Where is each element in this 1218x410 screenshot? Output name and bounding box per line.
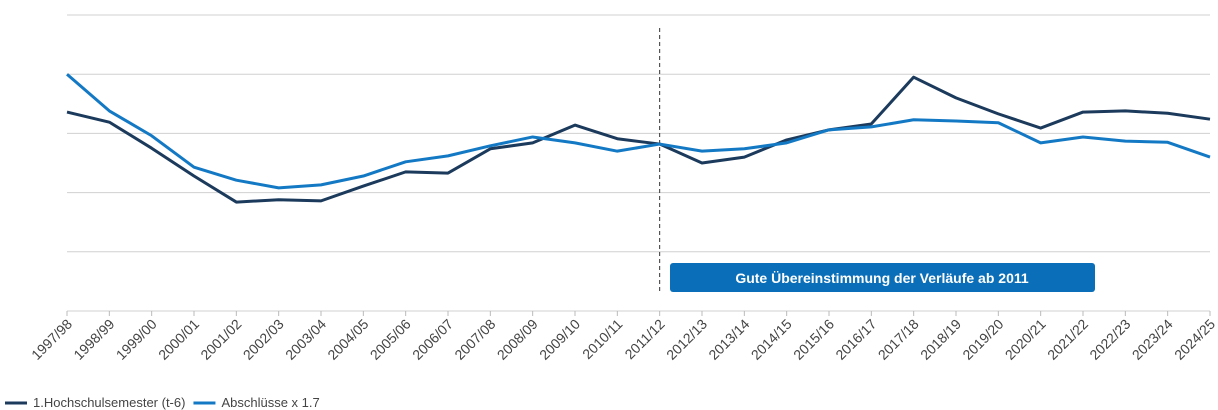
- x-tick-label: 2018/19: [917, 316, 964, 363]
- x-tick-label: 2000/01: [155, 316, 202, 363]
- legend-label: Abschlüsse x 1.7: [221, 395, 319, 410]
- x-tick-label: 2010/11: [579, 316, 626, 363]
- x-tick-label: 2004/05: [324, 316, 371, 363]
- x-tick-label: 2013/14: [705, 316, 752, 363]
- x-tick-label: 2006/07: [409, 316, 456, 363]
- x-tick-label: 2002/03: [240, 316, 287, 363]
- x-tick-label: 2020/21: [1002, 316, 1049, 363]
- annotation-text: Gute Übereinstimmung der Verläufe ab 201…: [735, 270, 1029, 286]
- x-tick-label: 2011/12: [621, 316, 668, 363]
- x-tick-label: 2005/06: [367, 316, 414, 363]
- x-tick-label: 2023/24: [1129, 316, 1176, 363]
- data-line: [66, 73, 1211, 190]
- x-tick-label: 2001/02: [197, 316, 244, 363]
- data-line: [66, 75, 1211, 204]
- x-tick-label: 2021/22: [1044, 316, 1091, 363]
- x-tick-label: 2019/20: [959, 316, 1006, 363]
- x-tick-label: 2008/09: [494, 316, 541, 363]
- x-tick-label: 2016/17: [832, 316, 879, 363]
- x-tick-label: 2009/10: [536, 316, 583, 363]
- x-tick-label: 2007/08: [451, 316, 498, 363]
- x-tick-label: 2003/04: [282, 316, 329, 363]
- annotation-box: [670, 263, 1095, 292]
- x-tick-label: 1998/99: [70, 316, 117, 363]
- x-tick-label: 1999/00: [113, 316, 160, 363]
- x-tick-label: 2017/18: [875, 316, 922, 363]
- x-tick-label: 2012/13: [663, 316, 710, 363]
- x-tick-label: 2014/15: [748, 316, 795, 363]
- legend-label: 1.Hochschulsemester (t-6): [33, 395, 185, 410]
- x-tick-label: 2015/16: [790, 316, 837, 363]
- x-tick-label: 1997/98: [28, 316, 75, 363]
- x-tick-label: 2024/25: [1171, 316, 1218, 363]
- x-tick-label: 2022/23: [1086, 316, 1133, 363]
